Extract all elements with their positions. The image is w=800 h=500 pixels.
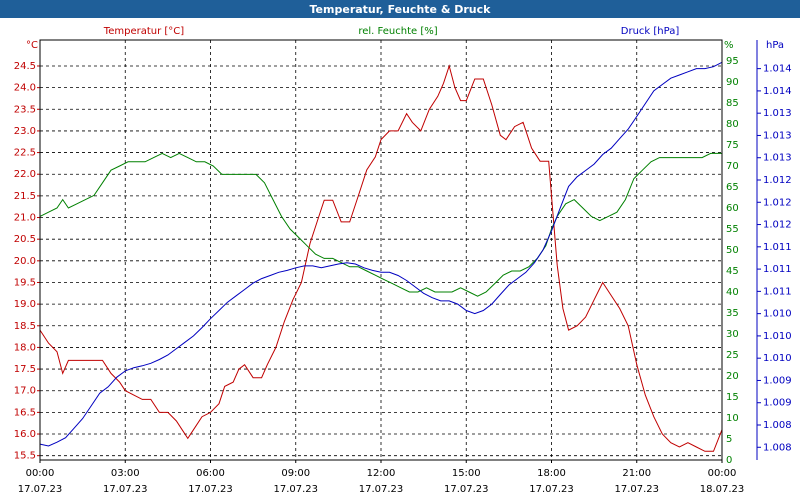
humidity-tick-label: 35 (726, 308, 739, 319)
temperature-tick-label: 15.5 (14, 451, 36, 462)
pressure-tick-label: 1.013 (763, 130, 792, 141)
humidity-tick-label: 50 (726, 245, 739, 256)
humidity-tick-label: 45 (726, 266, 739, 277)
temperature-tick-label: 24.5 (14, 61, 36, 72)
humidity-tick-label: 80 (726, 119, 739, 130)
grid (40, 40, 722, 460)
temperature-tick-label: 19.5 (14, 277, 36, 288)
pressure-series-line (39, 61, 723, 447)
x-tick-date-label: 17.07.23 (18, 484, 63, 495)
pressure-tick-label: 1.009 (763, 398, 792, 409)
temperature-tick-label: 18.0 (14, 342, 36, 353)
x-tick-time-label: 00:00 (26, 468, 55, 479)
x-tick-time-label: 12:00 (367, 468, 396, 479)
temperature-tick-label: 24.0 (14, 83, 36, 94)
x-tick-date-label: 17.07.23 (359, 484, 404, 495)
temperature-tick-label: 17.0 (14, 386, 36, 397)
title-bar (0, 0, 800, 18)
pressure-tick-label: 1.012 (763, 220, 792, 231)
humidity-tick-label: 85 (726, 98, 739, 109)
x-tick-time-label: 09:00 (281, 468, 310, 479)
temperature-series-line (39, 64, 723, 452)
pressure-tick-label: 1.014 (763, 86, 792, 97)
humidity-tick-label: 10 (726, 413, 739, 424)
x-tick-time-label: 18:00 (537, 468, 566, 479)
pressure-tick-label: 1.013 (763, 153, 792, 164)
x-tick-date-label: 17.07.23 (188, 484, 233, 495)
humidity-tick-label: 40 (726, 287, 739, 298)
humidity-tick-label: 25 (726, 350, 739, 361)
pressure-tick-label: 1.010 (763, 309, 792, 320)
humidity-tick-label: 90 (726, 77, 739, 88)
temperature-unit-label: °C (26, 40, 38, 51)
humidity-tick-label: 70 (726, 161, 739, 172)
pressure-tick-label: 1.010 (763, 353, 792, 364)
temperature-tick-label: 16.5 (14, 407, 36, 418)
humidity-tick-label: 55 (726, 224, 739, 235)
plot-frame (39, 39, 723, 461)
pressure-tick-label: 1.009 (763, 375, 792, 386)
humidity-tick-label: 0 (726, 455, 732, 466)
pressure-tick-label: 1.014 (763, 64, 792, 75)
humidity-axis-title: rel. Feuchte [%] (358, 26, 437, 37)
pressure-tick-label: 1.013 (763, 108, 792, 119)
humidity-unit-label: % (724, 40, 734, 51)
pressure-tick-label: 1.012 (763, 175, 792, 186)
humidity-tick-label: 5 (726, 434, 732, 445)
pressure-tick-label: 1.011 (763, 264, 792, 275)
tick-labels: 15.5 16.0 16.5 17.0 17.5 18.0 18.5 19.0 19.5 20.0… (14, 40, 792, 495)
temperature-tick-label: 22.0 (14, 169, 36, 180)
pressure-tick-label: 1.011 (763, 286, 792, 297)
chart-title: Temperatur, Feuchte & Druck (310, 3, 492, 16)
pressure-axis-title: Druck [hPa] (621, 26, 680, 37)
x-tick-time-label: 00:00 (708, 468, 737, 479)
x-tick-date-label: 18.07.23 (700, 484, 745, 495)
humidity-tick-label: 75 (726, 140, 739, 151)
x-tick-date-label: 17.07.23 (444, 484, 489, 495)
pressure-tick-label: 1.010 (763, 331, 792, 342)
humidity-tick-label: 30 (726, 329, 739, 340)
temperature-tick-label: 20.5 (14, 234, 36, 245)
x-tick-date-label: 17.07.23 (529, 484, 574, 495)
temperature-axis-title: Temperatur [°C] (103, 26, 184, 37)
temperature-tick-label: 23.0 (14, 126, 36, 137)
temperature-tick-label: 21.5 (14, 191, 36, 202)
humidity-tick-label: 15 (726, 392, 739, 403)
temperature-tick-label: 16.0 (14, 429, 36, 440)
humidity-tick-label: 60 (726, 203, 739, 214)
temperature-tick-label: 23.5 (14, 104, 36, 115)
humidity-tick-label: 95 (726, 56, 739, 67)
pressure-tick-label: 1.008 (763, 420, 792, 431)
x-tick-time-label: 15:00 (452, 468, 481, 479)
humidity-tick-label: 20 (726, 371, 739, 382)
temperature-tick-label: 21.0 (14, 213, 36, 224)
pressure-unit-label: hPa (766, 40, 784, 51)
temperature-tick-label: 19.0 (14, 299, 36, 310)
temperature-tick-label: 17.5 (14, 364, 36, 375)
temperature-tick-label: 20.0 (14, 256, 36, 267)
x-tick-time-label: 03:00 (111, 468, 140, 479)
pressure-tick-label: 1.011 (763, 242, 792, 253)
x-tick-date-label: 17.07.23 (273, 484, 318, 495)
humidity-series-line (39, 152, 722, 297)
temperature-tick-label: 22.5 (14, 148, 36, 159)
temperature-tick-label: 18.5 (14, 321, 36, 332)
x-tick-time-label: 21:00 (622, 468, 651, 479)
humidity-tick-label: 65 (726, 182, 739, 193)
x-tick-date-label: 17.07.23 (103, 484, 148, 495)
series (39, 61, 723, 452)
pressure-tick-label: 1.008 (763, 442, 792, 453)
x-tick-time-label: 06:00 (196, 468, 225, 479)
x-tick-date-label: 17.07.23 (614, 484, 659, 495)
pressure-tick-label: 1.012 (763, 197, 792, 208)
